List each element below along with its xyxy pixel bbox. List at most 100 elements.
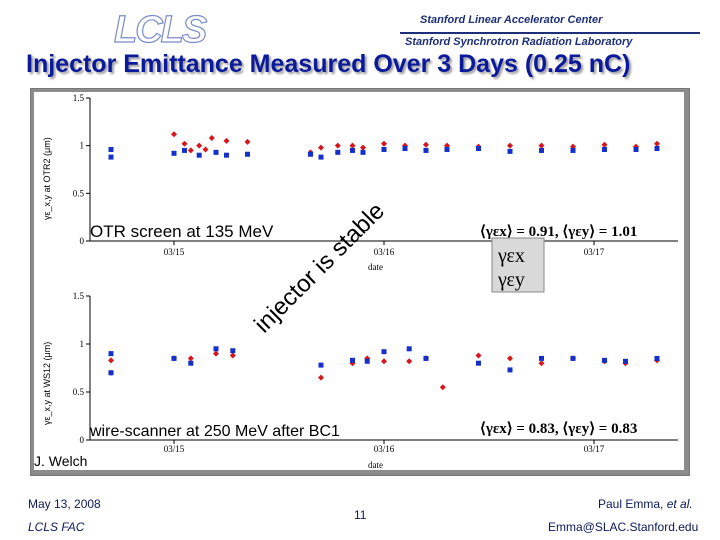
y-tick-label: 1.5	[73, 93, 85, 103]
data-point-y	[224, 152, 229, 158]
data-point-x	[423, 141, 429, 148]
data-point-y	[171, 150, 177, 156]
data-point-y	[633, 146, 639, 152]
legend-x: γεx	[497, 245, 525, 267]
y-tick-label: 0	[80, 236, 85, 246]
y-axis-label: γε_x,y at OTR2 (μm)	[42, 137, 52, 220]
data-point-y	[196, 152, 202, 158]
data-point-y	[245, 151, 250, 157]
x-axis-label: date	[368, 262, 383, 272]
ws-caption: wire-scanner at 250 MeV after BC1	[89, 423, 340, 440]
data-point-y	[308, 151, 313, 157]
data-point-y	[188, 360, 194, 366]
data-point-y	[108, 351, 114, 357]
x-tick-label: 03/15	[164, 247, 185, 257]
data-point-y	[318, 154, 324, 160]
data-point-x	[187, 147, 194, 154]
data-point-y	[570, 355, 576, 361]
data-point-x	[654, 140, 660, 147]
data-point-x	[507, 142, 513, 149]
data-point-y	[360, 149, 366, 155]
data-point-y	[570, 147, 576, 153]
data-point-y	[364, 358, 370, 364]
data-point-x	[318, 374, 324, 381]
data-point-x	[406, 358, 413, 365]
data-point-x	[439, 384, 446, 391]
data-point-x	[475, 352, 482, 359]
lcls-logo: LCLS	[113, 8, 208, 48]
x-tick-label: 03/16	[374, 247, 395, 257]
data-point-y	[507, 367, 513, 373]
data-point-x	[381, 358, 387, 365]
footer-author-etal: et al.	[666, 497, 693, 511]
data-point-x	[223, 137, 230, 144]
data-point-y	[335, 149, 341, 155]
footer-author: Paul Emma, et al.	[598, 497, 693, 511]
data-point-y	[108, 370, 114, 376]
data-point-y	[654, 146, 660, 152]
data-point-x	[208, 135, 215, 142]
data-point-x	[334, 142, 341, 149]
data-point-y	[381, 349, 387, 355]
lab-name-ssrl: Stanford Synchrotron Radiation Laborator…	[405, 36, 633, 48]
x-tick-label: 03/17	[584, 247, 605, 257]
footer-project: LCLS FAC	[28, 520, 84, 534]
y-tick-label: 0	[80, 435, 85, 445]
data-point-y	[230, 348, 236, 354]
data-point-y	[602, 146, 607, 152]
footer-email: Emma@SLAC.Stanford.edu	[548, 520, 699, 534]
otr-caption: OTR screen at 135 MeV	[90, 222, 274, 241]
data-point-y	[402, 146, 408, 152]
footer-date: May 13, 2008	[28, 497, 101, 511]
data-point-x	[213, 350, 219, 357]
data-point-y	[108, 146, 114, 152]
legend-y: γεy	[497, 269, 525, 291]
data-point-x	[507, 355, 513, 362]
author-note: J. Welch	[34, 453, 88, 469]
data-point-y	[476, 360, 481, 366]
data-point-y	[623, 358, 628, 364]
data-point-x	[349, 142, 356, 149]
data-point-x	[171, 131, 177, 138]
y-tick-label: 0.5	[73, 188, 85, 198]
otr-mean-values: ⟨γεx⟩ = 0.91, ⟨γεy⟩ = 1.01	[480, 224, 637, 240]
data-point-y	[213, 346, 219, 352]
data-point-x	[181, 140, 188, 147]
data-point-y	[423, 147, 429, 153]
y-axis-label: γε_x,y at WS12 (μm)	[42, 342, 52, 425]
page-number: 11	[354, 508, 367, 522]
data-point-x	[538, 142, 545, 149]
data-point-y	[444, 146, 450, 152]
ws-mean-values: ⟨γεx⟩ = 0.83, ⟨γεy⟩ = 0.83	[480, 421, 637, 437]
data-point-x	[360, 144, 366, 151]
data-point-y	[602, 357, 607, 363]
data-point-y	[654, 355, 660, 361]
x-axis-label: date	[368, 460, 383, 470]
data-point-x	[601, 141, 608, 148]
data-point-x	[187, 355, 194, 362]
footer-author-name: Paul Emma,	[598, 497, 667, 511]
x-tick-label: 03/17	[584, 444, 605, 454]
y-tick-label: 1	[80, 141, 85, 151]
data-point-x	[538, 360, 545, 367]
data-point-y	[171, 355, 177, 361]
data-point-y	[381, 146, 387, 152]
x-tick-label: 03/15	[164, 444, 185, 454]
data-point-y	[406, 346, 412, 352]
data-point-y	[423, 355, 429, 361]
lab-name-slac: Stanford Linear Accelerator Center	[420, 14, 603, 26]
data-point-y	[213, 149, 219, 155]
data-point-y	[350, 147, 355, 153]
header-rule	[400, 32, 700, 34]
data-point-y	[108, 154, 114, 160]
data-point-x	[196, 142, 203, 149]
y-tick-label: 1.5	[73, 291, 85, 301]
x-tick-label: 03/16	[374, 444, 395, 454]
data-point-y	[476, 146, 481, 152]
legend: γεx γεy	[491, 237, 545, 293]
data-point-y	[318, 362, 324, 368]
data-point-x	[108, 357, 114, 364]
svg-text:LCLS: LCLS	[114, 9, 207, 48]
data-point-y	[539, 355, 544, 361]
